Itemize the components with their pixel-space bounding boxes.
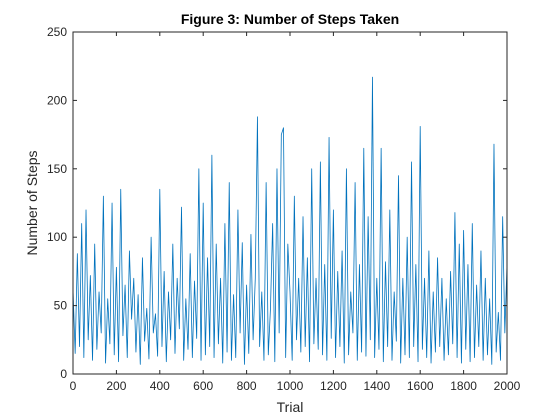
x-tick-label: 2000 — [494, 379, 521, 393]
y-tick-label: 150 — [47, 162, 67, 176]
y-axis-title: Number of Steps — [24, 150, 40, 255]
chart-title: Figure 3: Number of Steps Taken — [181, 11, 399, 27]
x-tick-label: 1600 — [407, 379, 434, 393]
y-tick-label: 200 — [47, 93, 67, 107]
series-line-0 — [72, 76, 508, 365]
series-layer — [72, 76, 508, 365]
y-tick-label: 100 — [47, 230, 67, 244]
x-tick-label: 600 — [193, 379, 213, 393]
x-tick-label: 400 — [150, 379, 170, 393]
x-axis-title: Trial — [277, 399, 304, 415]
plot-area — [73, 32, 507, 374]
x-tick-label: 800 — [237, 379, 257, 393]
y-tick-label: 0 — [60, 367, 67, 381]
x-tick-label: 1400 — [363, 379, 390, 393]
x-tick-label: 1200 — [320, 379, 347, 393]
x-tick-label: 1800 — [450, 379, 477, 393]
x-tick-label: 200 — [106, 379, 126, 393]
x-tick-label: 0 — [70, 379, 77, 393]
ticks-layer: 0 200 400 600 800 1000 1200 1400 1600 1800 2000 0 50… — [47, 25, 521, 393]
y-tick-label: 50 — [54, 299, 68, 313]
x-tick-label: 1000 — [277, 379, 304, 393]
y-tick-label: 250 — [47, 25, 67, 39]
